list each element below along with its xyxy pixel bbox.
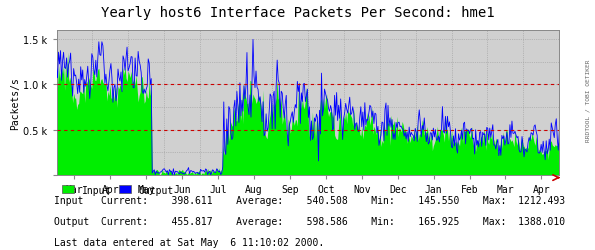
Text: RRDTOOL / TOBI OETIKER: RRDTOOL / TOBI OETIKER [586, 59, 591, 141]
Text: Last data entered at Sat May  6 11:10:02 2000.: Last data entered at Sat May 6 11:10:02 … [54, 238, 324, 248]
Legend: Input, Output: Input, Output [58, 181, 177, 199]
Text: Yearly host6 Interface Packets Per Second: hme1: Yearly host6 Interface Packets Per Secon… [101, 6, 494, 20]
Text: Input   Current:    398.611    Average:    540.508    Min:    145.550    Max:  1: Input Current: 398.611 Average: 540.508 … [54, 195, 565, 205]
Y-axis label: Packets/s: Packets/s [11, 77, 21, 130]
Text: Output  Current:    455.817    Average:    598.586    Min:    165.925    Max:  1: Output Current: 455.817 Average: 598.586… [54, 216, 565, 226]
